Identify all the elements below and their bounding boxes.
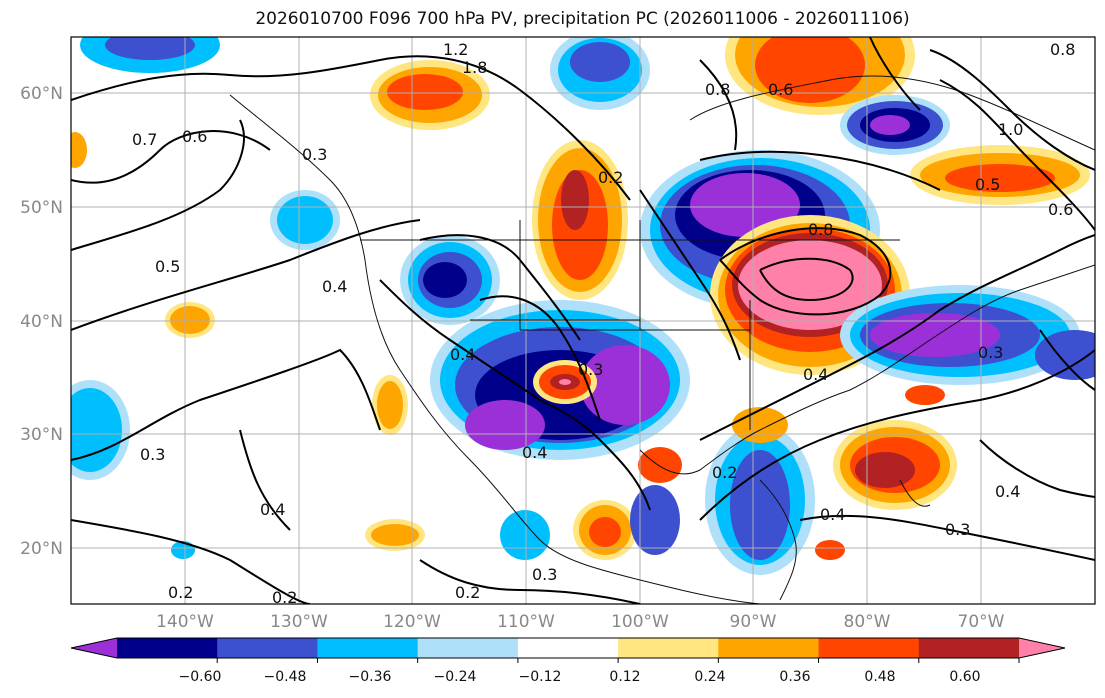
colorbar-segment [818, 638, 920, 658]
contour-label: 0.6 [182, 127, 207, 146]
lon-label: 110°W [497, 612, 555, 632]
colorbar-segment [117, 638, 218, 658]
map-border [70, 36, 1096, 605]
contour-label: 0.2 [272, 588, 297, 607]
map-content [71, 37, 1095, 604]
coastlines [229, 75, 1095, 604]
colorbar-segment [1019, 638, 1065, 658]
colorbar-tick-label: −0.36 [349, 669, 392, 685]
contour-label: 0.3 [978, 343, 1003, 362]
lon-label: 70°W [958, 612, 1005, 632]
lon-label: 140°W [156, 612, 214, 632]
colorbar-segment [217, 638, 318, 658]
contour-label: 0.4 [995, 482, 1020, 501]
contour-label: 0.4 [322, 277, 347, 296]
graticule [71, 37, 1095, 604]
contour-label: 0.3 [532, 565, 557, 584]
contour-label: 1.2 [443, 40, 468, 59]
contour-labels: 1.2 1.8 0.8 0.6 0.7 0.6 0.5 0.4 0.4 0.3 … [132, 40, 1075, 607]
contour-label: 0.8 [808, 220, 833, 239]
contour-label: 0.3 [578, 360, 603, 379]
contour-label: 0.4 [450, 345, 475, 364]
lon-label: 90°W [730, 612, 777, 632]
colorbar-labels: −0.60 −0.48 −0.36 −0.24 −0.12 0.12 0.24 … [179, 669, 981, 685]
colorbar-tick-label: −0.60 [179, 669, 222, 685]
contour-label: 0.3 [140, 445, 165, 464]
contour-label: 0.4 [803, 365, 828, 384]
lon-label: 120°W [383, 612, 441, 632]
lat-label: 20°N [20, 539, 63, 559]
colorbar-tick-label: −0.12 [519, 669, 562, 685]
colorbar-tick-label: 0.60 [949, 669, 980, 685]
contour-label: 0.6 [1048, 200, 1073, 219]
lon-label: 80°W [844, 612, 891, 632]
contour-label: 0.3 [945, 520, 970, 539]
contour-label: 0.6 [768, 80, 793, 99]
colorbar-segment [417, 638, 519, 658]
contour-label: 1.0 [998, 120, 1023, 139]
contour-label: 0.8 [705, 80, 730, 99]
lon-label: 130°W [270, 612, 328, 632]
pv-contours [71, 37, 1095, 604]
colorbar-tick-label: −0.24 [434, 669, 477, 685]
colorbar-tick-label: −0.48 [264, 669, 307, 685]
contour-label: 0.4 [820, 505, 845, 524]
colorbar-tick-label: 0.36 [779, 669, 810, 685]
map-title: 2026010700 F096 700 hPa PV, precipitatio… [255, 9, 910, 29]
contour-label: 0.8 [1050, 40, 1075, 59]
contour-label: 0.2 [712, 463, 737, 482]
latitude-labels: 60°N 50°N 40°N 30°N 20°N [20, 84, 63, 559]
colorbar-segment [517, 638, 619, 658]
contour-label: 0.5 [975, 175, 1000, 194]
contour-label: 0.5 [155, 257, 180, 276]
contour-label: 0.4 [522, 443, 547, 462]
lon-label: 100°W [611, 612, 669, 632]
longitude-labels: 140°W 130°W 120°W 110°W 100°W 90°W 80°W … [156, 612, 1005, 632]
colorbar-segment [918, 638, 1020, 658]
contour-label: 0.4 [260, 500, 285, 519]
contour-label: 0.7 [132, 130, 157, 149]
precipitation-shading [71, 37, 1095, 575]
lat-label: 50°N [20, 198, 63, 218]
colorbar-segment [317, 638, 419, 658]
colorbar-segment [71, 638, 117, 658]
contour-label: 0.2 [598, 168, 623, 187]
colorbar-tick-label: 0.24 [694, 669, 725, 685]
contour-label: 0.2 [168, 583, 193, 602]
colorbar-tick-label: 0.12 [609, 669, 640, 685]
colorbar-segment [618, 638, 719, 658]
lat-label: 40°N [20, 312, 63, 332]
colorbar-segment [718, 638, 820, 658]
contour-label: 1.8 [462, 58, 487, 77]
colorbar-segments [71, 638, 1065, 663]
contour-label: 0.2 [455, 583, 480, 602]
colorbar-tick-label: 0.48 [864, 669, 895, 685]
lat-label: 30°N [20, 425, 63, 445]
contour-label: 0.3 [302, 145, 327, 164]
colorbar-outline [70, 637, 1066, 659]
colorbar: −0.60 −0.48 −0.36 −0.24 −0.12 0.12 0.24 … [70, 637, 1066, 685]
lat-label: 60°N [20, 84, 63, 104]
